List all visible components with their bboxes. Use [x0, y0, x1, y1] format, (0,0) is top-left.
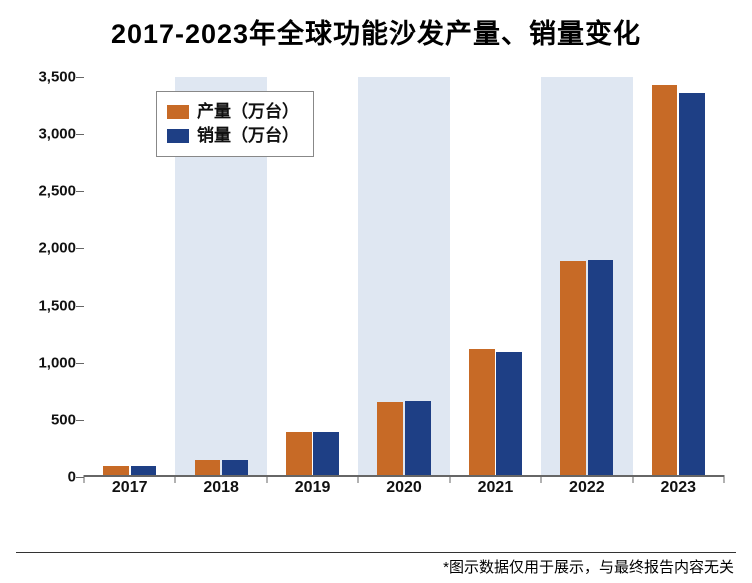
- chart-title: 2017-2023年全球功能沙发产量、销量变化: [16, 12, 736, 51]
- data-bar: [652, 85, 678, 475]
- y-tick: [76, 420, 84, 421]
- y-axis-label: 1,000: [24, 354, 76, 371]
- data-bar: [103, 466, 129, 475]
- data-bar: [131, 466, 157, 475]
- legend-label: 销量（万台）: [197, 124, 299, 148]
- data-bar: [313, 432, 339, 475]
- data-bar: [560, 261, 586, 475]
- x-axis-label: 2020: [386, 475, 422, 497]
- x-axis-label: 2018: [203, 475, 239, 497]
- data-bar: [588, 260, 614, 475]
- y-tick: [76, 134, 84, 135]
- x-tick: [266, 475, 267, 483]
- y-tick: [76, 306, 84, 307]
- y-tick: [76, 248, 84, 249]
- legend-box: 产量（万台）销量（万台）: [156, 91, 314, 157]
- data-bar: [679, 93, 705, 475]
- data-bar: [222, 460, 248, 475]
- data-bar: [496, 352, 522, 475]
- y-axis-label: 1,500: [24, 297, 76, 314]
- x-tick: [84, 475, 85, 483]
- x-axis-label: 2017: [112, 475, 148, 497]
- y-axis-label: 3,000: [24, 126, 76, 143]
- data-bar: [377, 402, 403, 475]
- x-tick: [449, 475, 450, 483]
- x-axis-label: 2022: [569, 475, 605, 497]
- x-tick: [724, 475, 725, 483]
- y-axis-label: 3,500: [24, 69, 76, 86]
- data-bar: [195, 460, 221, 475]
- x-tick: [175, 475, 176, 483]
- x-tick: [541, 475, 542, 483]
- data-bar: [286, 432, 312, 475]
- x-axis-label: 2019: [295, 475, 331, 497]
- y-axis-label: 2,000: [24, 240, 76, 257]
- y-tick: [76, 191, 84, 192]
- footnote-text: *图示数据仅用于展示，与最终报告内容无关: [443, 556, 734, 577]
- chart-area: 产量（万台）销量（万台） 0 500 1,000 1,500 2,000 2,500 3,0…: [16, 57, 736, 537]
- legend-swatch: [167, 129, 189, 143]
- y-tick: [76, 363, 84, 364]
- y-axis-label: 500: [24, 411, 76, 428]
- legend-item: 产量（万台）: [167, 100, 299, 124]
- data-bar: [405, 401, 431, 475]
- footer-divider: [16, 552, 736, 553]
- x-axis-label: 2023: [660, 475, 696, 497]
- legend-item: 销量（万台）: [167, 124, 299, 148]
- legend-swatch: [167, 105, 189, 119]
- y-tick: [76, 77, 84, 78]
- x-axis-label: 2021: [478, 475, 514, 497]
- x-tick: [358, 475, 359, 483]
- y-axis-label: 2,500: [24, 183, 76, 200]
- data-bar: [469, 349, 495, 475]
- plot-region: 产量（万台）销量（万台） 05001,0001,5002,0002,5003,0…: [84, 77, 724, 477]
- legend-label: 产量（万台）: [197, 100, 299, 124]
- x-tick: [632, 475, 633, 483]
- y-axis-label: 0: [24, 469, 76, 486]
